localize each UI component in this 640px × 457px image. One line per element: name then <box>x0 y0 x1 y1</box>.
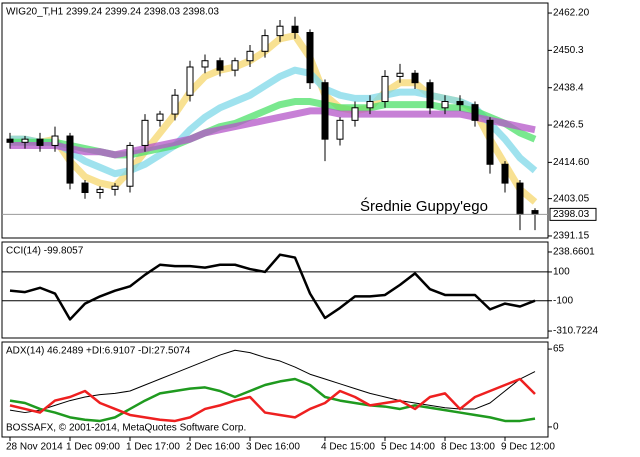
candle-body <box>81 182 89 194</box>
x-tick-label: 5 Dec 14:00 <box>381 442 435 453</box>
x-tick-label: 4 Dec 15:00 <box>321 442 375 453</box>
candle-body <box>441 101 449 109</box>
candle-body <box>471 104 479 121</box>
panel-title: CCI(14) -99.8057 <box>6 246 84 257</box>
indicator-line <box>9 377 536 423</box>
x-tick-label: 2 Dec 16:00 <box>186 442 240 453</box>
x-tick-label: 1 Dec 17:00 <box>126 442 180 453</box>
candle-body <box>396 72 404 77</box>
panel-title: WIG20_T,H1 2399.24 2399.24 2398.03 2398.… <box>6 7 219 18</box>
y-tick-label: 2438.4 <box>553 82 584 93</box>
candle-body <box>531 210 539 215</box>
candle-body <box>336 119 344 140</box>
indicator-line <box>9 377 536 423</box>
candle-body <box>246 50 254 62</box>
price-label: 2398.03 <box>553 209 590 220</box>
x-tick-label: 28 Nov 2014 <box>6 442 63 453</box>
copyright: BOSSAFX, © 2001-2014, MetaQuotes Softwar… <box>6 423 246 434</box>
candle-body <box>96 188 104 194</box>
candle-body <box>261 35 269 52</box>
candle-body <box>366 101 374 109</box>
price-panel <box>1 2 549 239</box>
candle-body <box>51 135 59 146</box>
candle-body <box>6 138 14 143</box>
y-tick-label: 2450.3 <box>553 45 584 56</box>
y-tick-label: 65 <box>553 344 565 355</box>
y-tick-label: 2414.60 <box>553 157 590 168</box>
candle-body <box>171 94 179 115</box>
candle-body <box>426 82 434 109</box>
candle-body <box>351 107 359 121</box>
y-tick-label: 2426.5 <box>553 120 584 131</box>
cci-panel <box>1 241 549 339</box>
y-tick-label: -310.7224 <box>553 326 598 337</box>
indicator-line <box>9 253 536 321</box>
candle-body <box>186 66 194 96</box>
guppy-ribbon <box>10 66 538 178</box>
candle-body <box>201 60 209 68</box>
y-tick-label: 238.6601 <box>553 247 595 258</box>
y-tick-label: 2403.05 <box>553 193 590 204</box>
x-tick-label: 1 Dec 09:00 <box>66 442 120 453</box>
candle-body <box>306 31 314 84</box>
panel-title: ADX(14) 46.2489 +DI:6.9107 -DI:27.5074 <box>6 346 191 357</box>
candle-body <box>486 119 494 165</box>
candle-body <box>156 113 164 121</box>
y-tick-label: 0 <box>553 422 559 433</box>
x-tick-label: 8 Dec 13:00 <box>441 442 495 453</box>
candle-body <box>216 60 224 71</box>
y-tick-label: 2462.20 <box>553 8 590 19</box>
candle-body <box>141 119 149 146</box>
candle-body <box>66 135 74 184</box>
candle-body <box>126 144 134 187</box>
candle-body <box>36 138 44 146</box>
candle-body <box>501 163 509 184</box>
adx-panel <box>1 341 549 438</box>
annotation: Średnie Guppy'ego <box>360 197 488 215</box>
candle-body <box>111 185 119 190</box>
candle-body <box>291 25 299 33</box>
candle-body <box>276 25 284 37</box>
y-tick-label: 2391.15 <box>553 231 590 242</box>
candle-body <box>381 75 389 103</box>
y-tick-label: 100 <box>553 267 570 278</box>
price-label-box <box>549 207 597 221</box>
candle-body <box>321 82 329 140</box>
indicator-line <box>9 349 536 414</box>
candle-body <box>21 138 29 143</box>
x-tick-label: 9 Dec 12:00 <box>501 442 555 453</box>
candle-body <box>411 72 419 84</box>
y-tick-label: -100 <box>553 295 573 306</box>
x-tick-label: 3 Dec 16:00 <box>246 442 300 453</box>
candle-body <box>456 101 464 106</box>
guppy-ribbon <box>10 107 536 159</box>
candle-body <box>516 182 524 215</box>
candle-body <box>231 60 239 71</box>
